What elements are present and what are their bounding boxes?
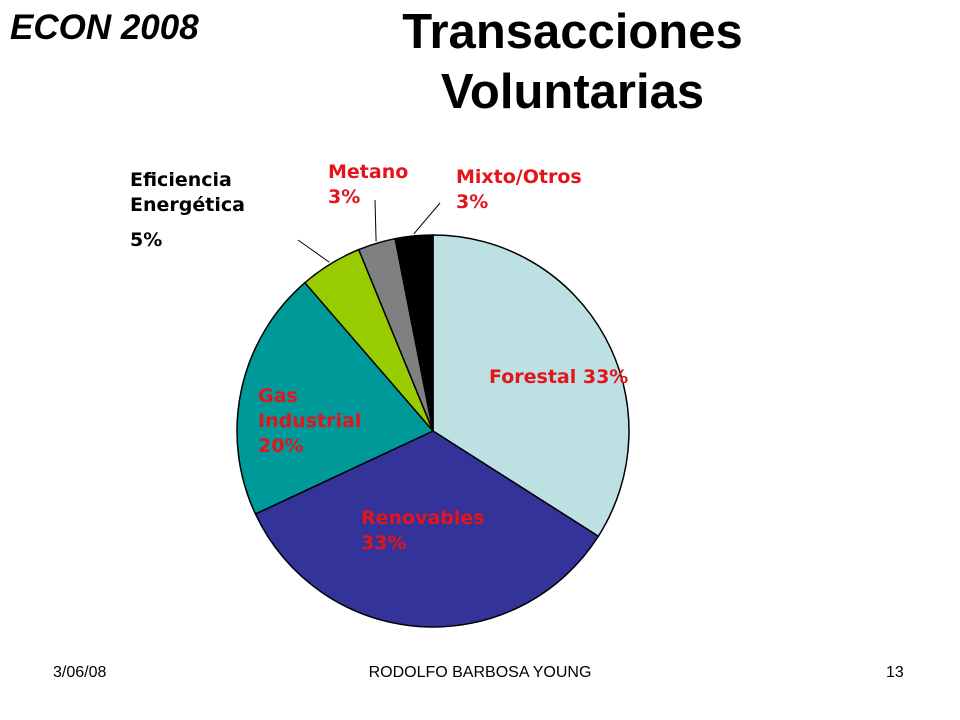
slice-value-mixto: 3% xyxy=(456,191,489,213)
slice-value-eficiencia: 5% xyxy=(130,229,163,251)
slice-label-gas-industrial: Gas Industrial 20% xyxy=(258,384,361,459)
slice-name-gas-line-2: Industrial xyxy=(258,410,362,432)
pie-slice-mixto-otros xyxy=(394,234,434,432)
slice-value-gas-industrial: 20% xyxy=(258,435,304,457)
slice-label-forestal: Forestal 33% xyxy=(489,365,628,390)
footer-author: RODOLFO BARBOSA YOUNG xyxy=(368,664,592,681)
slide-title-line-2: Voluntarias xyxy=(440,65,705,119)
slice-name-eficiencia-line-2: Energética xyxy=(130,194,245,216)
footer-page-number: 13 xyxy=(886,664,904,681)
slice-value-metano: 3% xyxy=(328,186,361,208)
pie-slice-forestal xyxy=(432,234,630,538)
slice-value-renovables: 33% xyxy=(361,532,407,554)
slice-label-eficiencia: Eficiencia Energética 5% xyxy=(130,168,245,253)
slice-label-mixto: Mixto/Otros 3% xyxy=(456,165,582,215)
footer-date: 3/06/08 xyxy=(53,664,107,681)
leader-line-eficiencia-energ-tica xyxy=(297,239,330,263)
leader-line-metano xyxy=(374,199,377,242)
slice-label-renovables: Renovables 33% xyxy=(361,506,485,556)
slice-name-mixto: Mixto/Otros xyxy=(456,166,582,188)
slice-name-metano: Metano xyxy=(328,161,409,183)
slice-name-renovables: Renovables xyxy=(361,507,485,529)
course-title: ECON 2008 xyxy=(10,8,199,47)
slide-title: Transacciones Voluntarias xyxy=(300,2,845,122)
slice-name-gas-line-1: Gas xyxy=(258,385,298,407)
slice-name-eficiencia-line-1: Eficiencia xyxy=(130,169,232,191)
slice-label-forestal-text: Forestal 33% xyxy=(489,366,629,388)
pie-slice-gas-industrial xyxy=(236,281,435,515)
leader-line-mixto-otros xyxy=(413,202,441,235)
pie-slice-renovables xyxy=(254,430,600,628)
slice-label-metano: Metano 3% xyxy=(328,160,408,210)
slide-title-line-1: Transacciones xyxy=(402,5,743,59)
